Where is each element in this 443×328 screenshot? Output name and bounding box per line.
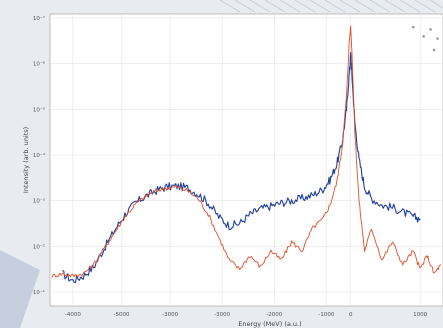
x-tick-label-6: 0 (349, 312, 353, 318)
grid (50, 14, 443, 306)
scatter-point-2 (432, 48, 436, 52)
x-axis-label: Energy (MeV) (a.u.) (238, 320, 301, 328)
y-tick-label-1: 10⁻² (33, 243, 45, 250)
y-tick-label-3: 10⁻⁴ (33, 152, 46, 159)
background-stripes (219, 0, 443, 13)
x-tick-label-1: -5000 (113, 312, 129, 318)
y-tick-label-4: 10⁻⁵ (33, 106, 45, 113)
x-tick-label-7: 1000 (413, 312, 427, 318)
y-tick-labels: 10⁻¹ 10⁻² 10⁻³ 10⁻⁴ 10⁻⁵ 10⁻⁶ 10⁻⁷ (33, 15, 46, 296)
x-tick-label-0: -4000 (65, 312, 81, 318)
series-lines (51, 25, 442, 284)
x-tick-label-2: -3000 (162, 312, 178, 318)
plot-frame (49, 13, 443, 307)
x-tick-label-3: -3000 (214, 312, 230, 318)
y-tick-label-5: 10⁻⁶ (33, 61, 46, 68)
y-axis-label: Intensity (arb. units) (22, 127, 30, 193)
series-line-0 (62, 52, 421, 284)
scatter-point-3 (436, 37, 439, 40)
x-tick-label-5: -1000 (318, 312, 334, 318)
series-line-1 (51, 25, 442, 278)
scatter-point-4 (429, 28, 432, 31)
x-tick-label-4: -2000 (266, 312, 282, 318)
background-shadow (0, 250, 40, 328)
y-tick-label-0: 10⁻¹ (33, 289, 45, 296)
x-tick-labels: -4000 -5000 -3000 -3000 -2000 -1000 0 1000 (65, 312, 428, 318)
scatter-point-1 (422, 34, 425, 38)
y-tick-label-2: 10⁻³ (33, 198, 45, 205)
scatter-point-0 (411, 25, 415, 29)
scatter-points (411, 25, 439, 52)
y-tick-label-6: 10⁻⁷ (33, 15, 45, 22)
